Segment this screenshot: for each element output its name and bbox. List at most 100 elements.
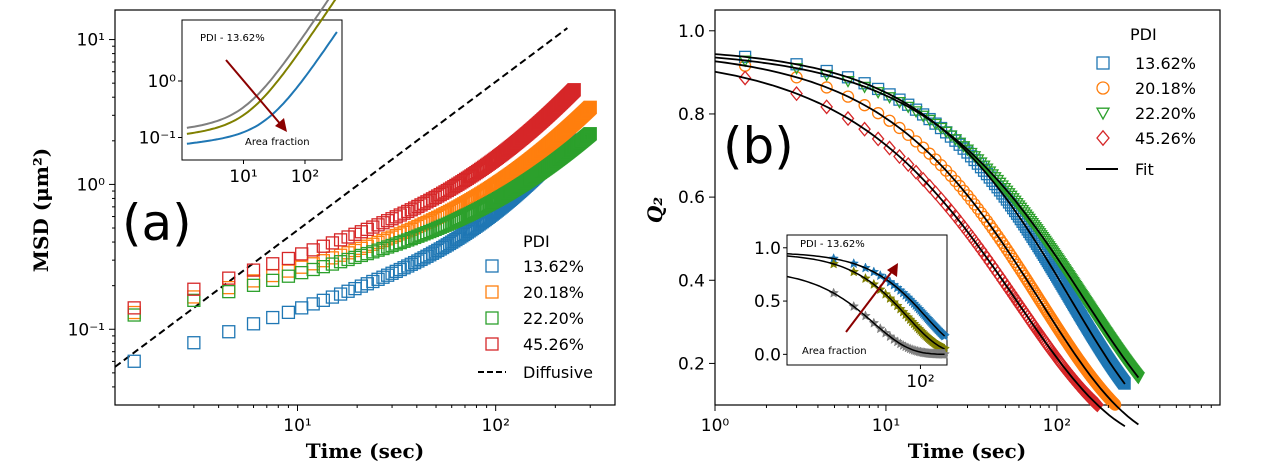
panel-a-point bbox=[333, 287, 348, 301]
panel-b-inset-fit bbox=[786, 253, 946, 337]
panel-a-point bbox=[325, 290, 340, 304]
panel-a-point bbox=[325, 236, 340, 250]
panel-a-point bbox=[295, 247, 309, 261]
panel-b-fit-curve bbox=[714, 70, 1126, 427]
panel-b-legend-marker bbox=[1096, 129, 1110, 147]
panel-b-inset-arrow bbox=[845, 269, 894, 333]
panel-a-point bbox=[266, 257, 280, 271]
panel-b-inset-series-1 bbox=[786, 255, 950, 354]
panel-a-point bbox=[281, 251, 296, 266]
panel-b-series bbox=[738, 50, 1146, 413]
panel-a-ticks: 10¹ 10² 10⁻¹ 10⁰ 10¹ bbox=[68, 31, 591, 436]
panel-b-point bbox=[974, 206, 988, 219]
panel-b-point bbox=[961, 146, 974, 159]
panel-a-inset-ytick-label: 10⁰ bbox=[148, 72, 177, 92]
panel-a-legend-marker bbox=[485, 337, 499, 351]
panel-b-ytick-label: 1.0 bbox=[678, 22, 705, 42]
panel-a-point bbox=[366, 245, 380, 259]
panel-b-xtick-label: 10¹ bbox=[872, 416, 900, 436]
panel-a-legend: PDI 13.62% 20.18% 22.20% 45.26% Diffusive bbox=[478, 232, 593, 382]
panel-b-point bbox=[909, 164, 923, 180]
panel-b-inset-ytick-label: 0.5 bbox=[754, 292, 781, 312]
panel-a-point bbox=[325, 257, 340, 271]
panel-b-point bbox=[977, 210, 991, 224]
panel-a-point bbox=[187, 290, 201, 304]
panel-a-y-axis-title: MSD (μm²) bbox=[29, 148, 53, 272]
panel-a-inset-arrow bbox=[225, 59, 283, 127]
panel-a-point bbox=[397, 206, 411, 220]
panel-a-point bbox=[266, 268, 280, 283]
panel-a-point bbox=[246, 263, 261, 277]
panel-a-point bbox=[583, 100, 597, 114]
panel-b-point bbox=[968, 198, 981, 211]
panel-a-point bbox=[397, 261, 411, 275]
panel-b-point bbox=[893, 121, 906, 135]
panel-b-legend-label: 22.20% bbox=[1135, 104, 1196, 123]
panel-a-ytick-label: 10¹ bbox=[77, 31, 105, 51]
panel-a-point bbox=[306, 262, 320, 277]
panel-b-legend-label: Fit bbox=[1135, 160, 1154, 179]
panel-b-legend-marker bbox=[1096, 81, 1110, 95]
panel-b-point bbox=[971, 202, 985, 215]
panel-a-inset-arrow-label: Area fraction bbox=[245, 137, 310, 148]
panel-a-point bbox=[341, 230, 355, 244]
panel-b-point bbox=[909, 135, 923, 148]
panel-a-point bbox=[393, 235, 407, 250]
panel-b-series-0 bbox=[738, 50, 1131, 390]
panel-a-point bbox=[316, 239, 330, 253]
panel-b-point bbox=[1004, 249, 1018, 262]
panel-b-legend-marker bbox=[1096, 56, 1110, 70]
panel-a-point bbox=[333, 233, 348, 247]
panel-a-point bbox=[401, 233, 415, 247]
panel-a-point bbox=[222, 284, 236, 299]
panel-b-point bbox=[939, 126, 953, 139]
panel-a-point bbox=[435, 219, 450, 233]
panel-b-legend-label: 20.18% bbox=[1135, 79, 1196, 98]
panel-a-point bbox=[401, 204, 415, 219]
panel-b-label: (b) bbox=[723, 117, 794, 175]
panel-a-point bbox=[246, 317, 261, 331]
panel-a-ytick-label: 10⁰ bbox=[77, 175, 106, 195]
panel-a-point bbox=[127, 301, 141, 315]
panel-b-x-axis-title: Time (sec) bbox=[908, 439, 1026, 463]
panel-b-point bbox=[738, 70, 752, 86]
panel-b-ytick-label: 0.4 bbox=[678, 271, 705, 291]
panel-a-inset-title: PDI - 13.62% bbox=[200, 33, 265, 44]
panel-a-point bbox=[393, 262, 407, 277]
panel-a-label: (a) bbox=[122, 194, 192, 252]
panel-b-point bbox=[858, 99, 871, 112]
panel-b-point bbox=[1002, 246, 1016, 259]
panel-b-point bbox=[998, 240, 1011, 253]
panel-a-legend-marker bbox=[485, 285, 499, 299]
panel-b-inset-series-2 bbox=[786, 275, 950, 359]
panel-b-inset-frame bbox=[786, 234, 948, 366]
panel-a-legend-label: 20.18% bbox=[523, 283, 584, 302]
diffusive-line bbox=[114, 27, 568, 368]
panel-a-point bbox=[583, 127, 597, 141]
panel-a-point bbox=[281, 305, 296, 320]
panel-a-inset-curve bbox=[186, 31, 338, 145]
panel-a-legend-label: Diffusive bbox=[523, 363, 593, 382]
panel-a-point bbox=[187, 336, 201, 350]
panel-a-point bbox=[281, 269, 296, 283]
panel-a-point bbox=[371, 272, 385, 286]
panel-a-point bbox=[127, 305, 141, 320]
panel-b-legend-title: PDI bbox=[1130, 25, 1157, 44]
panel-a-xtick-label: 10¹ bbox=[283, 416, 311, 436]
panel-a-point bbox=[246, 278, 261, 292]
panel-b-point bbox=[948, 134, 963, 146]
panel-a-point bbox=[401, 259, 415, 273]
panel-b-point bbox=[993, 233, 1007, 246]
panel-a-point bbox=[187, 293, 201, 308]
panel-b-ticks: 10⁰ 10¹ 10² 0.2 0.4 0.6 0.8 1.0 bbox=[678, 22, 1212, 436]
panel-b-xtick-label: 10⁰ bbox=[701, 416, 730, 436]
panel-b-fit-curve bbox=[714, 56, 1140, 379]
panel-a-frame bbox=[114, 9, 616, 406]
panel-a-point bbox=[341, 252, 355, 267]
panel-b-legend: PDI 13.62% 20.18% 22.20% 45.26% Fit bbox=[1086, 25, 1196, 179]
panel-b-ytick-label: 0.8 bbox=[678, 105, 705, 125]
panel-a-point bbox=[567, 83, 581, 97]
panel-a-point bbox=[341, 284, 355, 298]
panel-b-point bbox=[1118, 377, 1131, 390]
panel-b-point bbox=[902, 128, 915, 141]
